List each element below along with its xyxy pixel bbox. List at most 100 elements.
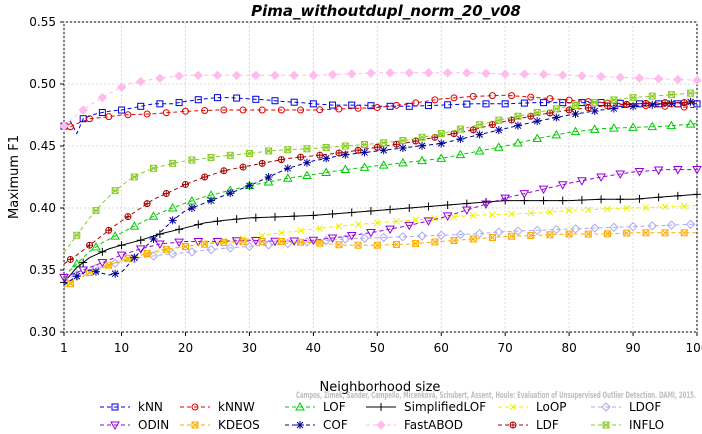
- data-point-simplifiedlof: [673, 191, 682, 200]
- data-point-knn: [213, 94, 221, 102]
- series-loop: [63, 202, 698, 286]
- data-point-knn: [405, 102, 413, 110]
- legend-marker-ldf: [509, 421, 517, 429]
- data-point-cof: [475, 130, 484, 139]
- data-point-kdeos: [642, 229, 650, 237]
- legend-marker-knnw: [191, 403, 199, 411]
- data-point-knnw: [316, 106, 324, 114]
- legend-marker-inflo: [602, 421, 610, 429]
- data-point-kdeos: [316, 239, 324, 247]
- legend-label-ldof: LDOF: [629, 400, 661, 414]
- data-point-knn: [252, 95, 260, 103]
- data-point-lof: [398, 157, 408, 167]
- data-point-fastabod: [692, 75, 702, 85]
- data-point-knn: [309, 100, 317, 108]
- data-point-odin: [442, 212, 453, 221]
- data-point-ldf: [450, 130, 458, 138]
- data-point-cof: [552, 113, 561, 122]
- data-point-inflo: [245, 149, 253, 157]
- data-point-ldf: [603, 102, 611, 110]
- data-point-kdeos: [392, 240, 400, 248]
- legend-item-ldf: LDF: [498, 418, 559, 432]
- data-point-simplifiedlof: [290, 212, 299, 221]
- data-point-knnw: [450, 94, 458, 102]
- data-point-inflo: [629, 94, 637, 102]
- data-point-fastabod: [558, 70, 568, 80]
- data-point-fastabod: [193, 70, 203, 81]
- data-point-fastabod: [251, 70, 261, 81]
- data-point-cof: [437, 139, 446, 148]
- data-point-inflo: [399, 137, 407, 145]
- data-point-odin: [385, 225, 395, 235]
- x-tick-label: 60: [434, 341, 449, 355]
- data-point-lof: [493, 142, 504, 151]
- data-point-knn: [329, 101, 337, 109]
- series-markers-knn: [60, 94, 701, 130]
- y-tick-label: 0.55: [29, 15, 56, 29]
- credit-text: Campos, Zimek, Sander, Campello, Micenko…: [296, 391, 696, 401]
- data-point-loop: [469, 212, 477, 219]
- data-point-inflo: [591, 98, 599, 106]
- data-point-lof: [71, 258, 82, 268]
- data-point-lof: [148, 211, 159, 220]
- data-point-knnw: [508, 92, 516, 100]
- data-point-kdeos: [680, 229, 688, 237]
- data-point-simplifiedlof: [117, 241, 126, 250]
- x-tick-label: 70: [498, 341, 513, 355]
- data-point-simplifiedlof: [271, 212, 279, 221]
- data-point-cof: [130, 253, 139, 262]
- data-point-ldf: [565, 106, 573, 114]
- data-point-simplifiedlof: [424, 202, 433, 211]
- data-point-ldf: [546, 109, 554, 117]
- data-point-knn: [540, 99, 548, 107]
- data-point-ldf: [105, 226, 113, 234]
- data-point-inflo: [207, 154, 215, 162]
- data-point-ldf: [143, 200, 151, 208]
- axes: 0.30 0.35 0.40 0.45 0.50 0.55 1 10 20 30 40 50 60 70 8…: [29, 15, 702, 355]
- data-point-inflo: [92, 206, 100, 214]
- data-point-fastabod: [270, 70, 280, 81]
- data-point-ldf: [258, 159, 266, 167]
- data-point-ldof: [398, 232, 408, 242]
- series-line-inflo: [63, 92, 698, 253]
- data-point-knnw: [162, 109, 170, 117]
- data-point-simplifiedlof: [616, 195, 625, 204]
- gridlines: [63, 21, 698, 333]
- data-point-lof: [666, 120, 677, 130]
- data-point-lof: [436, 153, 447, 162]
- data-point-ldof: [263, 240, 274, 250]
- data-point-odin: [557, 181, 568, 190]
- data-point-knnw: [469, 92, 477, 100]
- data-point-cof: [72, 272, 81, 281]
- data-point-inflo: [687, 89, 695, 97]
- data-point-odin: [596, 173, 606, 183]
- data-point-kdeos: [527, 232, 535, 240]
- data-point-knnw: [546, 95, 554, 103]
- data-point-loop: [565, 207, 573, 214]
- data-point-ldof: [148, 251, 159, 261]
- y-tick-label: 0.40: [29, 201, 56, 215]
- legend-marker-simplifiedlof: [377, 403, 385, 411]
- data-point-loop: [335, 222, 343, 230]
- data-point-loop: [623, 204, 631, 212]
- data-point-knn: [444, 101, 452, 109]
- data-point-cof: [648, 100, 657, 109]
- data-point-cof: [207, 196, 216, 205]
- data-point-ldof: [513, 226, 523, 236]
- data-point-ldf: [354, 146, 362, 154]
- data-point-odin: [519, 190, 530, 199]
- data-point-cof: [686, 97, 695, 106]
- data-point-inflo: [303, 145, 311, 153]
- data-point-inflo: [514, 112, 522, 120]
- data-point-knnw: [239, 106, 247, 114]
- data-point-ldof: [685, 219, 696, 230]
- legend-item-knnw: kNNW: [180, 400, 255, 414]
- data-point-fastabod: [500, 69, 510, 79]
- series-simplifiedlof: [60, 190, 701, 287]
- data-point-simplifiedlof: [539, 196, 548, 205]
- series-line-knn: [63, 97, 697, 135]
- data-point-fastabod: [174, 71, 184, 81]
- series-markers-ldf: [66, 99, 688, 263]
- data-point-inflo: [380, 139, 388, 147]
- data-point-kdeos: [565, 230, 573, 238]
